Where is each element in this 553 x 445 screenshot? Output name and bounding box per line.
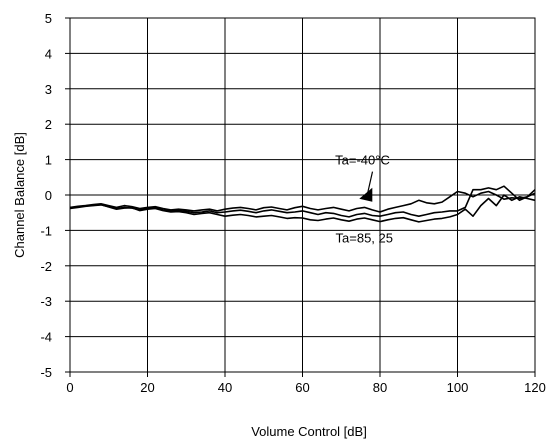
y-tick-label: -3 <box>40 294 52 309</box>
x-axis-title: Volume Control [dB] <box>251 424 367 439</box>
series-line-1 <box>69 189 536 213</box>
y-tick-label: 1 <box>45 153 52 168</box>
x-tick-label: 40 <box>218 380 232 395</box>
annotation-arrowhead <box>359 187 373 202</box>
y-tick-label: 0 <box>45 188 52 203</box>
x-tick-label: 20 <box>140 380 154 395</box>
y-tick-label: 5 <box>45 11 52 26</box>
y-tick-label: -5 <box>40 365 52 380</box>
plot-area-border <box>69 17 536 373</box>
y-tick-label: 4 <box>45 46 52 61</box>
y-tick-label: 2 <box>45 117 52 132</box>
x-tick-label: 0 <box>66 380 73 395</box>
annotation-arrow-line <box>366 171 374 195</box>
x-tick-label: 60 <box>295 380 309 395</box>
y-tick-label: -4 <box>40 330 52 345</box>
y-tick-label: -2 <box>40 259 52 274</box>
y-tick-label: 3 <box>45 82 52 97</box>
y-axis-title: Channel Balance [dB] <box>12 132 27 258</box>
annotation-ta-85-25: Ta=85, 25 <box>336 230 393 245</box>
series-line-3 <box>69 194 536 223</box>
x-tick-label: 120 <box>524 380 546 395</box>
y-tick-label: -1 <box>40 223 52 238</box>
x-tick-label: 100 <box>447 380 469 395</box>
x-tick-label: 80 <box>373 380 387 395</box>
annotation-ta-minus40: Ta=-40°C <box>335 153 390 168</box>
